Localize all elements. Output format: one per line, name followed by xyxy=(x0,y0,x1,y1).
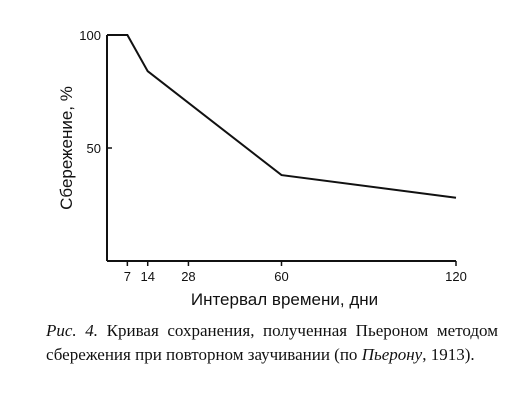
caption-author: Пьерону xyxy=(361,345,423,364)
retention-curve xyxy=(107,34,457,199)
figure-caption: Рис. 4. Кривая сохранения, полученная Пь… xyxy=(46,319,498,367)
retention-chart: 7 14 28 60 120 50 100 Интервал времени, дни С… xyxy=(57,28,467,309)
x-tick-label: 60 xyxy=(274,269,288,284)
x-tick-label: 120 xyxy=(445,269,467,284)
caption-year: , 1913). xyxy=(422,345,475,364)
x-tick-label: 14 xyxy=(140,269,154,284)
caption-label: Рис. 4. xyxy=(46,321,99,340)
x-tick-label: 7 xyxy=(124,269,131,284)
caption-text: Кривая сохранения, полученная Пьероном м… xyxy=(46,321,498,364)
y-axis-title: Сбережение, % xyxy=(57,86,76,210)
axes xyxy=(106,35,456,262)
x-tick-label: 28 xyxy=(181,269,195,284)
x-ticks: 7 14 28 60 120 xyxy=(124,261,467,284)
y-tick-label: 50 xyxy=(87,141,101,156)
x-axis-title: Интервал времени, дни xyxy=(191,290,378,309)
series xyxy=(107,34,457,199)
y-tick-label: 100 xyxy=(79,28,101,43)
